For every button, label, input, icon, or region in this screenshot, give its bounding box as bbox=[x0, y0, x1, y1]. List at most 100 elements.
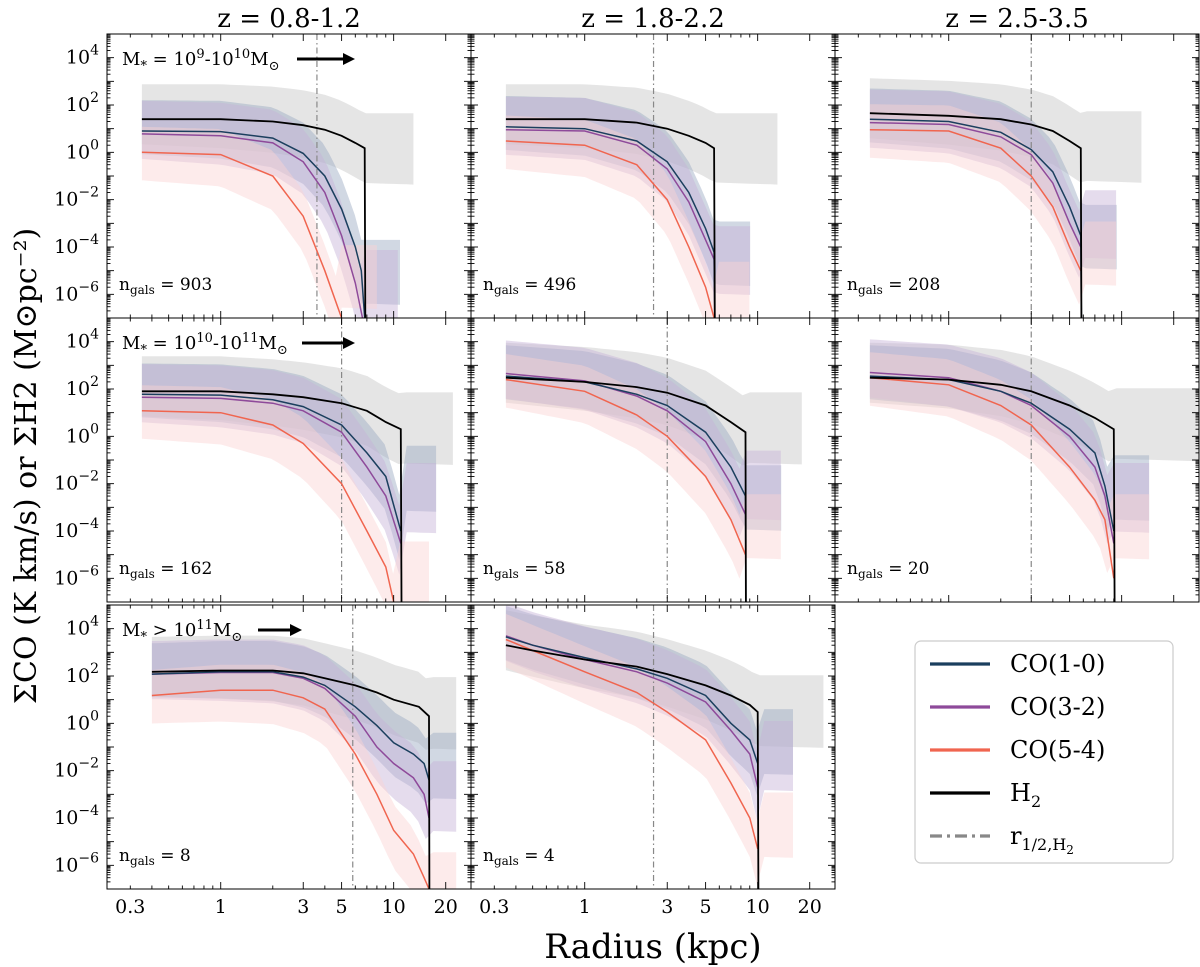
legend-label-2: CO(3-2) bbox=[1010, 693, 1105, 721]
x-tick-label: 10 bbox=[382, 896, 406, 918]
line-co1-0 bbox=[141, 393, 402, 532]
band-co3-2 bbox=[869, 89, 1117, 278]
band-co1-0 bbox=[505, 96, 751, 286]
y-tick-label: 102 bbox=[66, 661, 99, 687]
panel-r1-c2: ngals = 496 bbox=[470, 33, 836, 319]
y-tick-label: 104 bbox=[66, 614, 99, 640]
band-co5-4 bbox=[505, 354, 781, 579]
arrow-head bbox=[343, 53, 355, 65]
band-h2 bbox=[869, 78, 1142, 183]
band-h2 bbox=[505, 84, 778, 185]
mass-bin-label-2: M* = 1010-1011M⊙ bbox=[122, 331, 288, 358]
band-co1-0 bbox=[869, 88, 1117, 270]
line-co1-0 bbox=[505, 375, 747, 602]
mass-bin-label-1: M* = 109-1010M⊙ bbox=[122, 47, 280, 74]
ngals-label: ngals = 8 bbox=[119, 846, 191, 868]
line-co5-4 bbox=[505, 378, 747, 555]
y-tick-label: 10−6 bbox=[54, 563, 99, 589]
line-co5-4 bbox=[869, 128, 1082, 272]
line-h2 bbox=[505, 376, 747, 602]
panel-r3-c2: 0.3 1 3 5 10 20 ngals = 4 bbox=[470, 604, 836, 918]
band-co3-2 bbox=[505, 96, 751, 295]
band-co5-4 bbox=[141, 126, 377, 318]
band-co3-2 bbox=[151, 639, 457, 839]
band-co5-4 bbox=[505, 115, 750, 318]
band-h2 bbox=[141, 356, 453, 465]
band-h2 bbox=[141, 84, 414, 185]
arrow-head bbox=[343, 337, 355, 349]
x-tick-label: 1 bbox=[215, 896, 227, 918]
ngals-label: ngals = 208 bbox=[847, 275, 940, 297]
x-axis-label: Radius (kpc) bbox=[544, 927, 761, 967]
band-co5-4 bbox=[869, 352, 1150, 573]
x-tick-label: 3 bbox=[661, 896, 673, 918]
band-co1-0 bbox=[141, 100, 400, 305]
band-co3-2 bbox=[141, 100, 398, 318]
ngals-label: ngals = 903 bbox=[119, 275, 212, 297]
line-co5-4 bbox=[141, 151, 343, 318]
ngals-label: ngals = 496 bbox=[483, 275, 576, 297]
legend-label-1: CO(1-0) bbox=[1010, 650, 1105, 678]
y-tick-label: 10−4 bbox=[54, 803, 99, 829]
panel-grid: 104 102 100 10−2 10−4 10−6 ngals = 903 ngals = … bbox=[54, 33, 1200, 918]
column-title-2: z = 1.8-2.2 bbox=[581, 4, 725, 34]
line-co3-2 bbox=[869, 121, 1082, 248]
line-co5-4 bbox=[141, 410, 395, 602]
ngals-label: ngals = 4 bbox=[483, 846, 555, 868]
y-tick-label: 10−2 bbox=[54, 469, 99, 495]
line-co1-0 bbox=[869, 118, 1083, 318]
y-axis-label: ΣCO (K km/s) or ΣH2 (M⊙pc⁻²) bbox=[9, 228, 44, 704]
line-h2 bbox=[869, 376, 1116, 602]
x-tick-label: 1 bbox=[579, 896, 591, 918]
line-h2 bbox=[141, 118, 367, 318]
x-tick-label: 0.3 bbox=[115, 896, 145, 918]
legend-label-5: r1/2,H2 bbox=[1010, 822, 1074, 857]
legend-frame bbox=[914, 640, 1174, 864]
band-co3-2 bbox=[869, 339, 1150, 544]
band-co1-0 bbox=[505, 345, 782, 531]
panel-r1-c1: 104 102 100 10−2 10−4 10−6 ngals = 903 bbox=[54, 33, 472, 319]
y-tick-label: 104 bbox=[66, 43, 99, 69]
y-tick-label: 10−2 bbox=[54, 756, 99, 782]
x-tick-label: 5 bbox=[700, 896, 712, 918]
band-h2 bbox=[869, 342, 1199, 462]
band-co5-4 bbox=[141, 385, 429, 602]
legend: CO(1-0) CO(3-2) CO(5-4) H2 r1/2,H2 bbox=[914, 640, 1174, 864]
arrow-head bbox=[290, 624, 302, 636]
band-co5-4 bbox=[505, 613, 793, 886]
panel-r2-c1: 104 102 100 10−2 10−4 10−6 ngals = 162 bbox=[54, 317, 472, 603]
line-h2 bbox=[869, 112, 1083, 318]
line-co1-0 bbox=[869, 375, 1115, 532]
x-tick-label: 5 bbox=[336, 896, 348, 918]
panel-r1-c3: ngals = 208 bbox=[834, 33, 1200, 319]
y-tick-label: 104 bbox=[66, 327, 99, 353]
line-co3-2 bbox=[141, 133, 364, 318]
line-h2 bbox=[505, 644, 760, 889]
ngals-label: ngals = 58 bbox=[483, 559, 565, 581]
line-h2 bbox=[141, 390, 403, 602]
x-tick-label: 10 bbox=[746, 896, 770, 918]
line-co5-4 bbox=[505, 638, 759, 849]
line-h2 bbox=[505, 118, 716, 318]
y-tick-label: 100 bbox=[66, 421, 99, 447]
band-co1-0 bbox=[869, 345, 1150, 531]
line-co3-2 bbox=[505, 128, 716, 318]
panel-r2-c3: ngals = 20 bbox=[834, 317, 1200, 603]
y-tick-label: 102 bbox=[66, 90, 99, 116]
y-tick-label: 10−4 bbox=[54, 516, 99, 542]
y-tick-label: 102 bbox=[66, 374, 99, 400]
line-co5-4 bbox=[869, 376, 1115, 579]
band-h2 bbox=[151, 635, 457, 750]
line-co5-4 bbox=[151, 689, 430, 889]
y-tick-label: 10−2 bbox=[54, 185, 99, 211]
line-h2 bbox=[151, 669, 431, 889]
column-title-1: z = 0.8-1.2 bbox=[217, 4, 361, 34]
y-tick-label: 100 bbox=[66, 137, 99, 163]
line-co3-2 bbox=[505, 372, 747, 515]
line-co3-2 bbox=[141, 396, 402, 544]
column-title-3: z = 2.5-3.5 bbox=[945, 4, 1089, 34]
line-co1-0 bbox=[141, 130, 366, 318]
y-tick-label: 100 bbox=[66, 708, 99, 734]
line-co5-4 bbox=[505, 140, 715, 318]
panel-r2-c2: ngals = 58 bbox=[470, 317, 836, 603]
